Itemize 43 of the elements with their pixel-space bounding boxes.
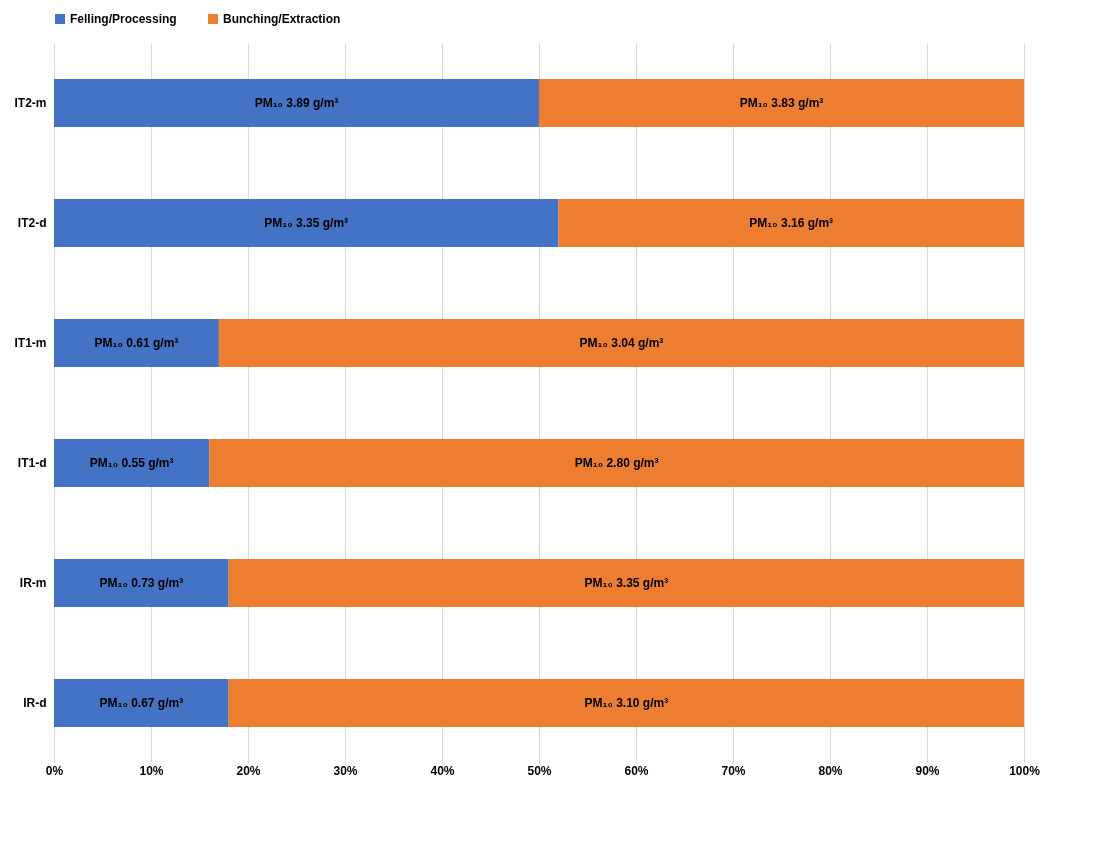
bar — [558, 199, 1024, 247]
y-tick-label: IT2-d — [17, 216, 47, 230]
x-tick-label: 10% — [139, 763, 164, 778]
data-label: PM₁₀ 3.35 g/m³ — [264, 216, 349, 230]
data-label: PM₁₀ 2.80 g/m³ — [574, 456, 659, 470]
data-label: PM₁₀ 0.67 g/m³ — [99, 696, 184, 710]
bar — [54, 319, 219, 367]
bar — [539, 79, 1024, 127]
bar — [228, 559, 1024, 607]
y-tick-label: IT1-d — [17, 456, 47, 470]
x-tick-label: 0% — [45, 763, 64, 778]
x-tick-label: 40% — [430, 763, 455, 778]
data-label: PM₁₀ 3.10 g/m³ — [584, 696, 669, 710]
bar — [209, 439, 1024, 487]
x-tick-label: 80% — [818, 763, 843, 778]
data-label: PM₁₀ 3.16 g/m³ — [749, 216, 834, 230]
y-tick-label: IR-d — [23, 696, 47, 710]
legend-label: Bunching/Extraction — [223, 12, 341, 26]
bar — [54, 199, 559, 247]
x-tick-label: 20% — [236, 763, 261, 778]
data-label: PM₁₀ 3.83 g/m³ — [739, 96, 824, 110]
bar — [54, 679, 229, 727]
bar — [54, 439, 210, 487]
data-label: PM₁₀ 3.89 g/m³ — [254, 96, 339, 110]
x-tick-label: 60% — [624, 763, 649, 778]
x-tick-label: 30% — [333, 763, 358, 778]
x-tick-label: 70% — [721, 763, 746, 778]
legend-label: Felling/Processing — [70, 12, 177, 26]
y-tick-label: IT1-m — [14, 336, 47, 350]
x-tick-label: 90% — [915, 763, 940, 778]
y-tick-label: IR-m — [19, 576, 47, 590]
data-label: PM₁₀ 3.35 g/m³ — [584, 576, 669, 590]
data-label: PM₁₀ 0.55 g/m³ — [89, 456, 174, 470]
bar — [228, 679, 1024, 727]
x-tick-label: 50% — [527, 763, 552, 778]
y-tick-label: IT2-m — [14, 96, 47, 110]
bar — [218, 319, 1024, 367]
data-label: PM₁₀ 0.61 g/m³ — [94, 336, 179, 350]
bar — [54, 559, 229, 607]
data-label: PM₁₀ 0.73 g/m³ — [99, 576, 184, 590]
x-tick-label: 100% — [1009, 763, 1041, 778]
data-label: PM₁₀ 3.04 g/m³ — [579, 336, 664, 350]
bar — [54, 79, 539, 127]
